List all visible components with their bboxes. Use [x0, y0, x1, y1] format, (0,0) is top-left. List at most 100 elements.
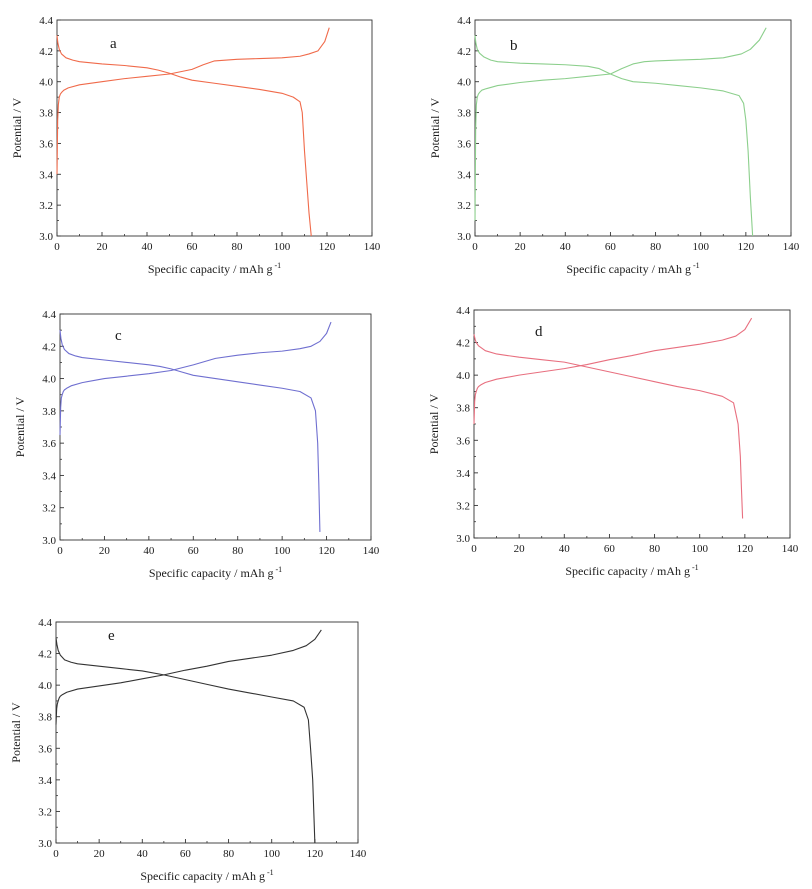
panel-d-y-tick-label: 4.0 — [456, 370, 470, 382]
panel-a-y-tick-label: 3.4 — [39, 169, 53, 181]
panel-a-x-tick-label: 100 — [274, 241, 291, 253]
panel-b-x-tick-label: 140 — [783, 241, 800, 253]
panel-b-x-tick-label: 40 — [560, 241, 572, 253]
panel-e-y-tick-label: 4.2 — [38, 649, 52, 661]
panel-c-x-tick-label: 0 — [57, 545, 63, 557]
panel-b-x-axis-label: Specific capacity / mAh g -1 — [566, 261, 699, 276]
panel-e-letter: e — [108, 628, 115, 644]
panel-b-x-axis-label-text: Specific capacity / mAh g — [566, 262, 691, 276]
panel-c-y-tick-label: 3.2 — [42, 503, 56, 515]
panel-b-y-tick-label: 3.6 — [457, 138, 471, 150]
panel-c-y-tick-label: 3.6 — [42, 438, 56, 450]
panel-a-letter: a — [110, 36, 117, 52]
panel-a-x-axis-label: Specific capacity / mAh g -1 — [148, 261, 281, 276]
panel-d-x-tick-label: 20 — [514, 543, 526, 555]
panel-a-discharge-curve — [56, 35, 312, 237]
panel-c-x-tick-label: 20 — [99, 545, 111, 557]
panel-b-y-tick-label: 4.0 — [457, 77, 471, 89]
panel-c: 0 20 40 60 80 100 120 140 3.0 3.2 3.4 3.6 3.8 4.0 4.2 4… — [13, 309, 380, 580]
panel-a-y-tick-label: 3.0 — [39, 231, 53, 243]
panel-d-x-axis-label: Specific capacity / mAh g -1 — [565, 563, 698, 578]
panel-d-y-tick-label: 4.4 — [456, 305, 470, 317]
panel-b-x-tick-label: 0 — [472, 241, 478, 253]
panel-e-y-tick-label: 3.2 — [38, 806, 52, 818]
panel-d-y-tick-label: 3.8 — [456, 403, 470, 415]
panel-a-y-tick-label: 4.2 — [39, 46, 53, 58]
panel-d-letter: d — [535, 324, 543, 340]
panel-e: 0 20 40 60 80 100 120 140 3.0 3.2 3.4 3.6 3.8 4.0 4.2 4… — [9, 617, 367, 883]
panel-a-x-tick-label: 60 — [187, 241, 199, 253]
panel-d-y-tick-label: 3.0 — [456, 533, 470, 545]
panel-d-y-tick-label: 4.2 — [456, 338, 470, 350]
panel-d-discharge-curve — [473, 334, 744, 519]
panel-c-charge-curve — [59, 321, 332, 436]
panel-d: 0 20 40 60 80 100 120 140 3.0 3.2 3.4 3.6 3.8 4.0 4.2 4… — [427, 305, 799, 578]
panel-c-y-axis-label: Potential / V — [13, 396, 27, 457]
panel-a-y-tick-label: 4.0 — [39, 77, 53, 89]
panel-a: 0 20 40 60 80 100 120 140 3.0 3.2 3.4 3.6 3.8 4.0 4.2 4… — [10, 15, 381, 276]
panel-a-charge-curve — [56, 27, 330, 175]
panel-e-x-tick-label: 40 — [137, 848, 149, 860]
panel-d-x-tick-label: 120 — [737, 543, 754, 555]
panel-a-y-tick-label: 3.8 — [39, 108, 53, 120]
panel-c-y-tick-label: 4.2 — [42, 341, 56, 353]
panel-a-plot-frame — [56, 19, 373, 237]
panel-c-x-tick-label: 60 — [188, 545, 200, 557]
panel-a-y-axis-label: Potential / V — [10, 97, 24, 158]
panel-d-x-tick-label: 60 — [604, 543, 616, 555]
panel-e-y-tick-label: 3.8 — [38, 712, 52, 724]
panel-e-y-tick-label: 4.4 — [38, 617, 52, 629]
panel-b-x-axis-label-superscript: -1 — [693, 261, 700, 270]
panel-b-discharge-curve — [474, 35, 754, 237]
panel-e-x-tick-label: 0 — [53, 848, 59, 860]
panel-b-y-tick-label: 3.4 — [457, 169, 471, 181]
panel-c-plot-frame — [59, 313, 372, 541]
panel-e-x-tick-label: 100 — [263, 848, 280, 860]
panel-c-y-tick-label: 3.8 — [42, 406, 56, 418]
panel-d-x-tick-label: 0 — [471, 543, 477, 555]
panel-c-x-axis-label-superscript: -1 — [275, 565, 282, 574]
panel-c-x-axis-label-text: Specific capacity / mAh g — [149, 566, 274, 580]
panel-e-x-tick-label: 120 — [307, 848, 324, 860]
panel-d-x-tick-label: 100 — [691, 543, 708, 555]
panel-d-y-tick-label: 3.2 — [456, 500, 470, 512]
panel-d-y-axis-label: Potential / V — [427, 393, 441, 454]
panel-a-x-tick-label: 0 — [54, 241, 60, 253]
panel-a-y-tick-label: 3.2 — [39, 200, 53, 212]
panel-c-x-tick-label: 120 — [318, 545, 335, 557]
panel-d-x-axis-label-text: Specific capacity / mAh g — [565, 564, 690, 578]
panel-c-x-tick-label: 140 — [363, 545, 380, 557]
panel-a-x-tick-label: 40 — [142, 241, 154, 253]
panel-e-x-tick-label: 60 — [180, 848, 192, 860]
panel-c-x-axis-label: Specific capacity / mAh g -1 — [149, 565, 282, 580]
panel-e-x-axis-label-superscript: -1 — [267, 868, 274, 877]
panel-e-y-axis-label: Potential / V — [9, 702, 23, 763]
panel-d-x-tick-label: 140 — [782, 543, 799, 555]
panel-d-x-tick-label: 80 — [649, 543, 661, 555]
panel-b: 0 20 40 60 80 100 120 140 3.0 3.2 3.4 3.6 3.8 4.0 4.2 4… — [428, 15, 800, 276]
panel-b-x-tick-label: 60 — [605, 241, 617, 253]
panel-b-charge-curve — [474, 27, 767, 221]
panel-e-y-tick-label: 4.0 — [38, 680, 52, 692]
panel-b-y-tick-label: 4.2 — [457, 46, 471, 58]
panel-e-discharge-curve — [55, 637, 316, 844]
panel-c-x-tick-label: 80 — [232, 545, 244, 557]
panel-c-y-tick-label: 3.0 — [42, 535, 56, 547]
panel-d-y-tick-label: 3.6 — [456, 435, 470, 447]
panel-e-y-tick-label: 3.4 — [38, 775, 52, 787]
panel-a-x-axis-label-superscript: -1 — [274, 261, 281, 270]
panel-e-plot-frame — [55, 621, 359, 844]
panel-c-discharge-curve — [59, 330, 321, 532]
panel-c-y-tick-label: 3.4 — [42, 470, 56, 482]
panel-a-y-tick-label: 3.6 — [39, 138, 53, 150]
panel-a-y-tick-label: 4.4 — [39, 15, 53, 27]
panel-b-x-tick-label: 120 — [738, 241, 755, 253]
panel-b-y-tick-label: 4.4 — [457, 15, 471, 27]
panel-b-y-tick-label: 3.0 — [457, 231, 471, 243]
panel-e-x-tick-label: 80 — [223, 848, 235, 860]
panel-c-letter: c — [115, 328, 122, 344]
panel-e-x-axis-label-text: Specific capacity / mAh g — [140, 869, 265, 883]
panel-b-x-tick-label: 100 — [692, 241, 709, 253]
panel-c-y-tick-label: 4.0 — [42, 374, 56, 386]
